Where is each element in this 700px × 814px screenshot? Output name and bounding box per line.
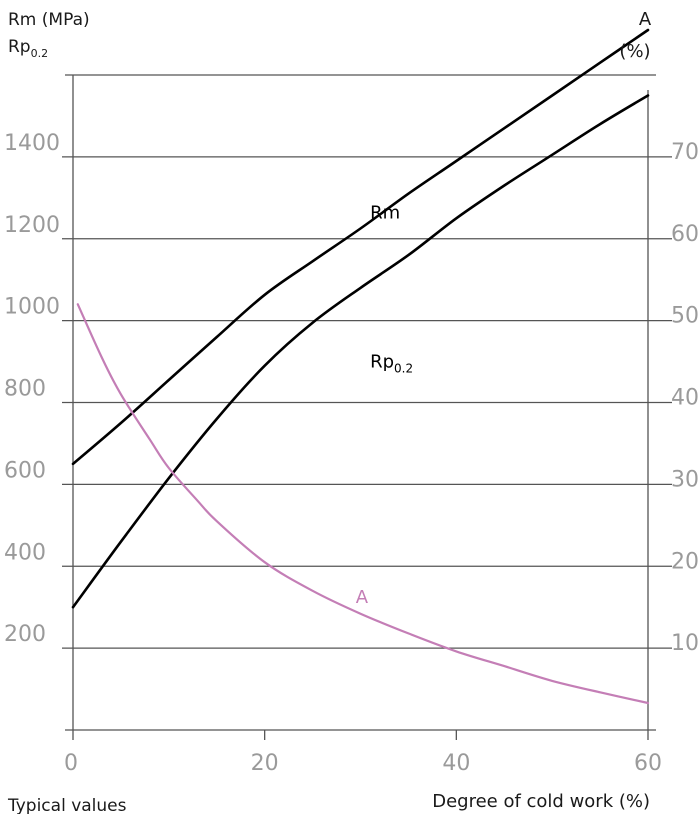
x-tick-label: 40 — [442, 751, 470, 776]
left-tick-label: 800 — [4, 377, 46, 402]
right-tick-label: 10 — [671, 631, 699, 656]
left-axis-subtitle: Rp0.2 — [8, 37, 48, 60]
left-tick-label: 200 — [4, 622, 46, 647]
series-labels: Rm Rp0.2 A — [356, 202, 413, 608]
left-axis-title: Rm (MPa) — [8, 10, 90, 30]
left-tick-labels: 200 400 600 800 1000 1200 1400 — [4, 131, 60, 647]
left-tick-label: 1400 — [4, 131, 60, 156]
right-tick-label: 50 — [671, 304, 699, 329]
right-tick-label: 40 — [671, 386, 699, 411]
right-tick-labels: 10 20 30 40 50 60 70 — [671, 140, 699, 656]
left-tick-label: 400 — [4, 540, 46, 565]
right-tick-label: 20 — [671, 549, 699, 574]
x-axis-title: Degree of cold work (%) — [432, 791, 650, 812]
left-tick-label: 600 — [4, 458, 46, 483]
x-tick-label: 0 — [64, 751, 78, 776]
series-label-rm: Rm — [370, 202, 400, 223]
right-axis-unit: (%) — [619, 41, 650, 62]
left-tick-label: 1200 — [4, 213, 60, 238]
right-axis-title: A — [639, 9, 652, 30]
series-line-rm — [71, 28, 650, 466]
x-tick-label: 20 — [251, 751, 279, 776]
right-tick-label: 60 — [671, 222, 699, 247]
right-tick-label: 30 — [671, 467, 699, 492]
series-line-rp0-2 — [71, 94, 650, 609]
series-label-a: A — [356, 587, 369, 608]
x-tick-label: 60 — [634, 751, 662, 776]
gridlines — [62, 74, 672, 740]
x-tick-labels: 0 20 40 60 — [64, 751, 662, 776]
series-layer — [71, 28, 650, 705]
left-tick-label: 1000 — [4, 295, 60, 320]
footnote: Typical values — [7, 796, 127, 814]
series-label-rp0-2: Rp0.2 — [370, 352, 413, 376]
right-tick-label: 70 — [671, 140, 699, 165]
series-line-a — [76, 303, 650, 705]
